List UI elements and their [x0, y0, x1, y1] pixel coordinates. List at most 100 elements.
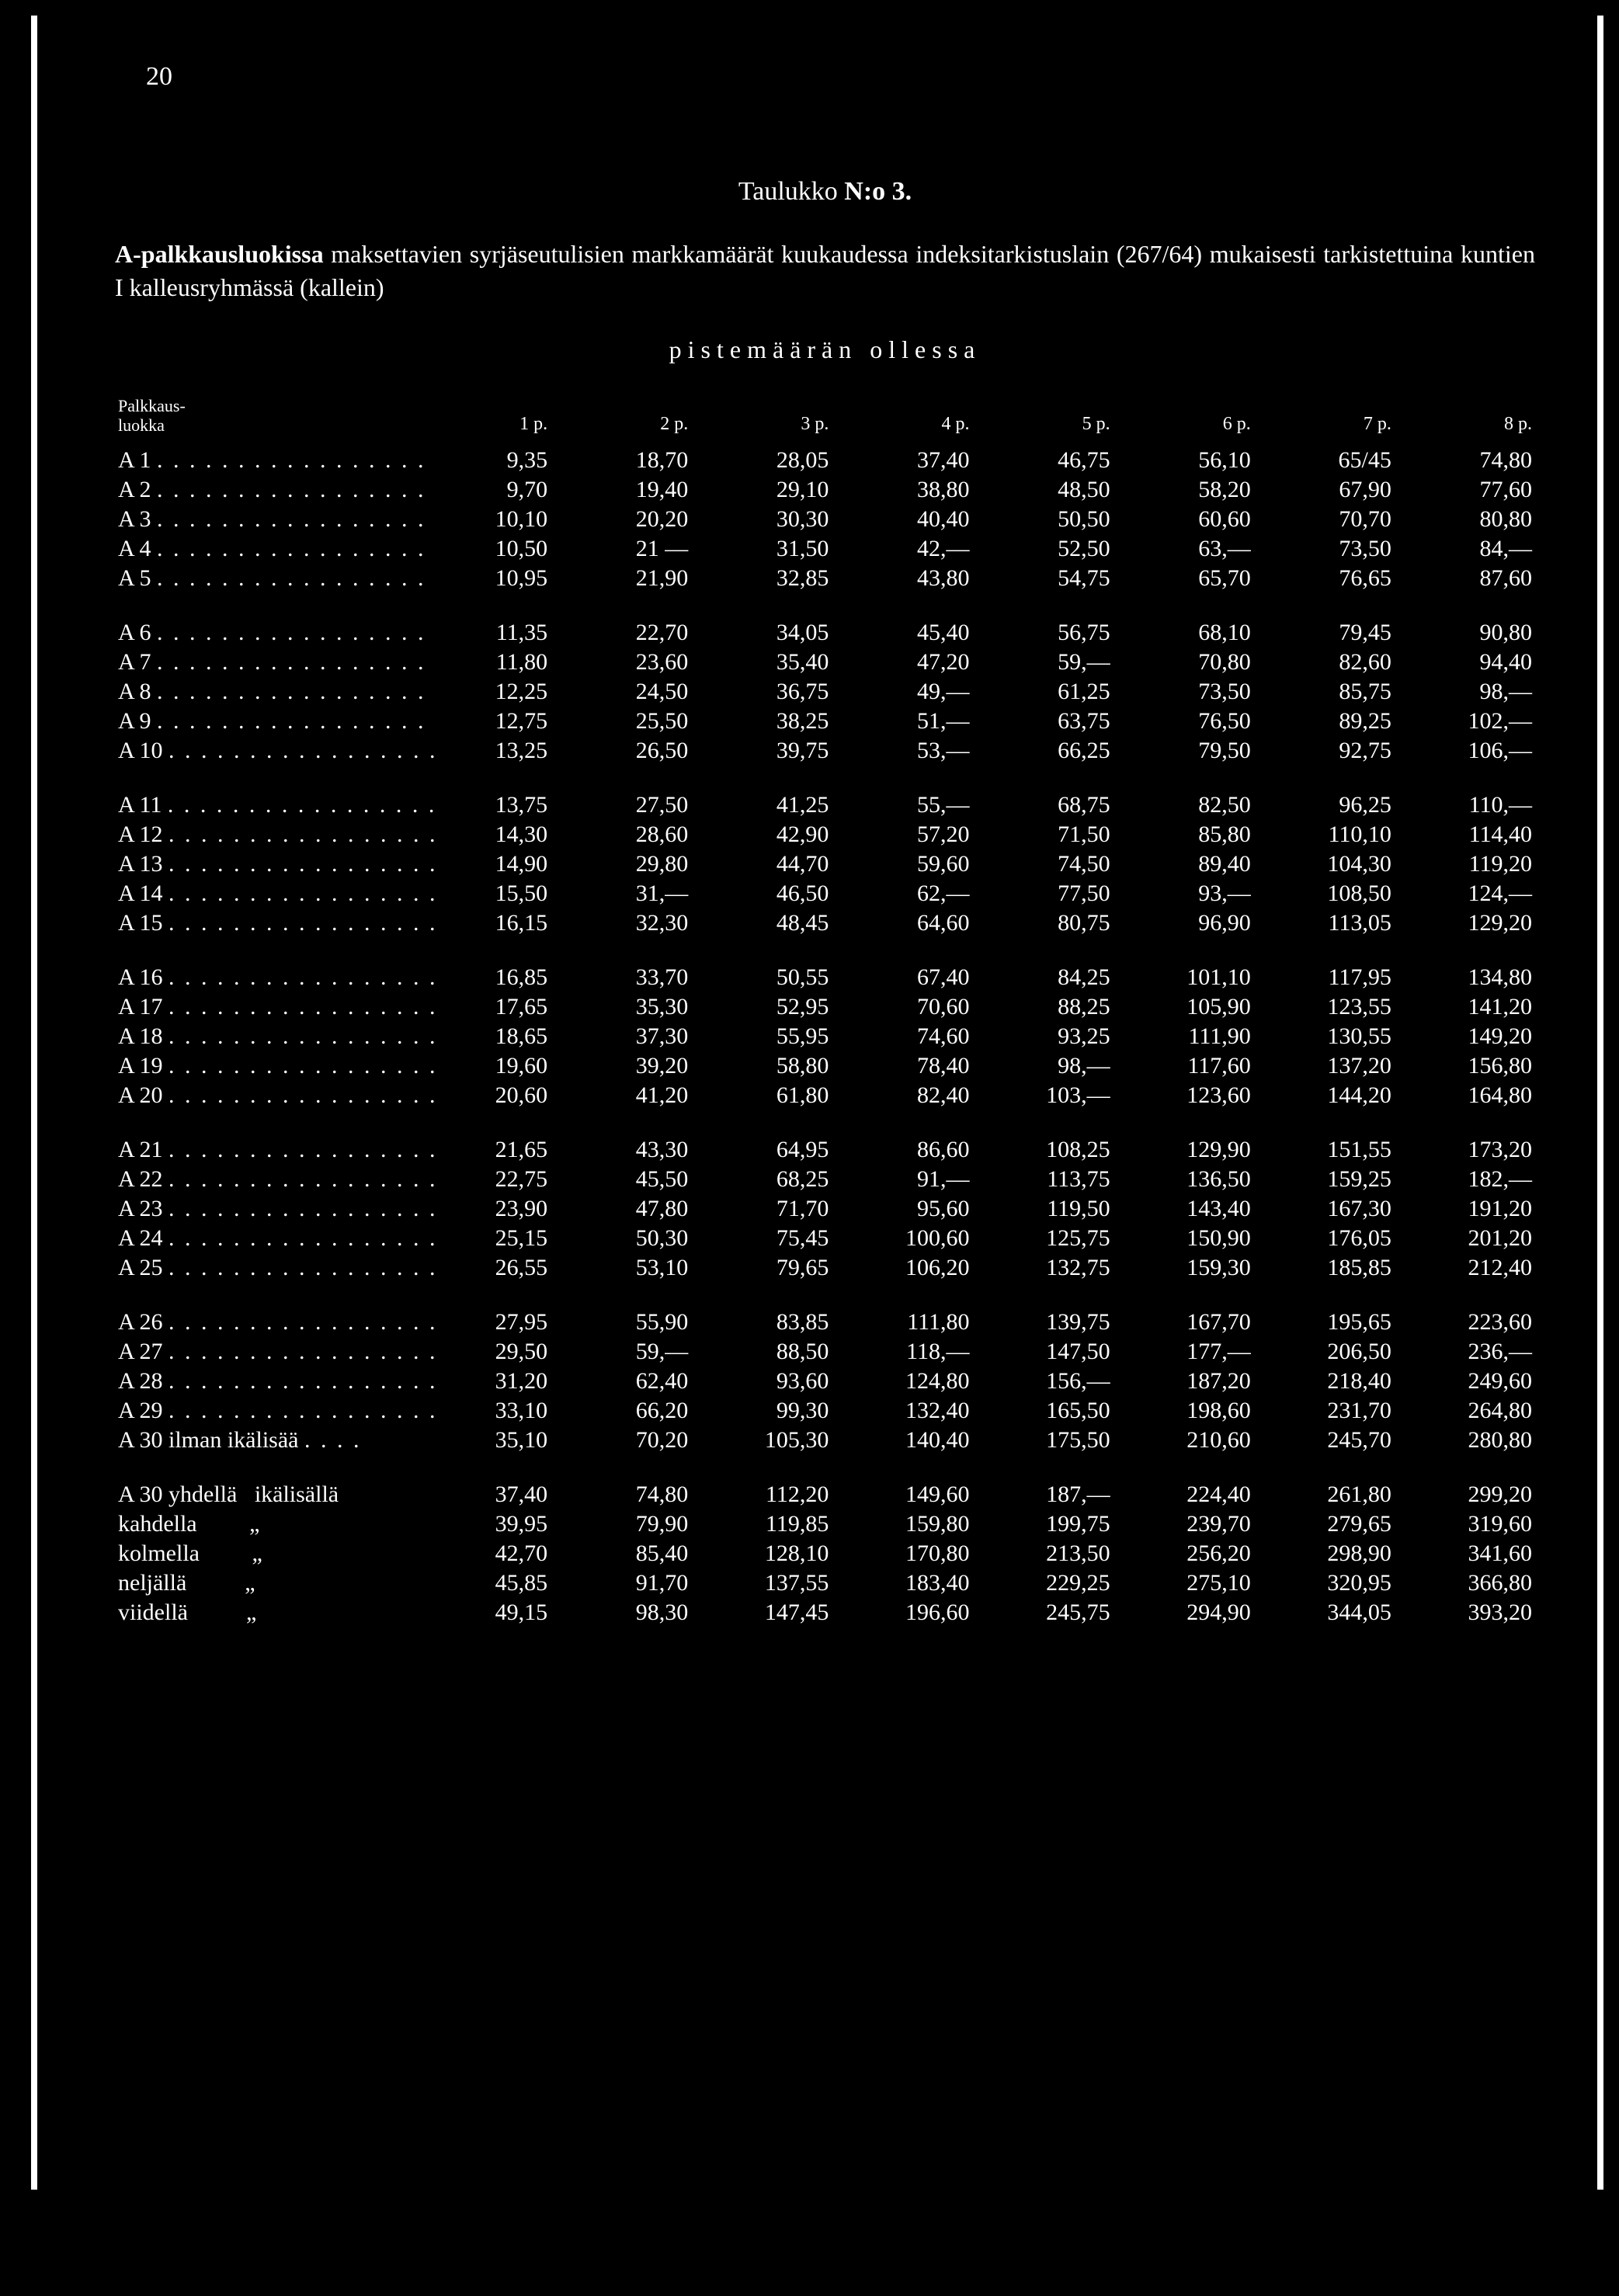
row-label-cell: A 27 . . . . . . . . . . . . . . . . .: [115, 1337, 410, 1367]
table-cell: 68,75: [973, 766, 1113, 820]
table-cell: 159,25: [1254, 1165, 1395, 1194]
table-cell: 65/45: [1254, 446, 1395, 475]
table-cell: 132,75: [973, 1253, 1113, 1283]
table-cell: 63,—: [1113, 534, 1254, 564]
table-cell: 21 —: [551, 534, 691, 564]
table-cell: 78,40: [832, 1051, 972, 1081]
table-cell: 24,50: [551, 677, 691, 707]
table-row: A 23 . . . . . . . . . . . . . . . . .23…: [115, 1194, 1535, 1224]
table-cell: 130,55: [1254, 1022, 1395, 1051]
table-cell: 80,75: [973, 908, 1113, 938]
row-label-cell: viidellä „: [115, 1598, 410, 1627]
table-cell: 129,20: [1395, 908, 1535, 938]
table-cell: 91,—: [832, 1165, 972, 1194]
intro-paragraph: A-palkkausluokissa maksettavien syrjäseu…: [115, 238, 1535, 304]
table-row: A 3 . . . . . . . . . . . . . . . . .10,…: [115, 505, 1535, 534]
table-cell: 101,10: [1113, 938, 1254, 992]
table-cell: 149,60: [832, 1455, 972, 1509]
table-cell: 39,20: [551, 1051, 691, 1081]
row-label-cell: A 21 . . . . . . . . . . . . . . . . .: [115, 1110, 410, 1165]
table-cell: 167,30: [1254, 1194, 1395, 1224]
col-header-8: 8 p.: [1395, 395, 1535, 445]
table-row: A 20 . . . . . . . . . . . . . . . . .20…: [115, 1081, 1535, 1110]
table-cell: 129,90: [1113, 1110, 1254, 1165]
table-row: A 10 . . . . . . . . . . . . . . . . .13…: [115, 736, 1535, 766]
col-header-7: 7 p.: [1254, 395, 1395, 445]
table-cell: 195,65: [1254, 1283, 1395, 1337]
table-cell: 67,90: [1254, 475, 1395, 505]
table-cell: 119,50: [973, 1194, 1113, 1224]
table-cell: 319,60: [1395, 1509, 1535, 1539]
table-row: kolmella „ 42,7085,40128,10170,80213,502…: [115, 1539, 1535, 1568]
table-row: A 4 . . . . . . . . . . . . . . . . .10,…: [115, 534, 1535, 564]
table-cell: 140,40: [832, 1426, 972, 1455]
table-cell: 134,80: [1395, 938, 1535, 992]
table-cell: 108,50: [1254, 879, 1395, 908]
table-cell: 105,90: [1113, 992, 1254, 1022]
table-cell: 22,70: [551, 593, 691, 648]
table-row: viidellä „ 49,1598,30147,45196,60245,752…: [115, 1598, 1535, 1627]
table-cell: 76,50: [1113, 707, 1254, 736]
table-cell: 42,—: [832, 534, 972, 564]
table-cell: 35,30: [551, 992, 691, 1022]
table-cell: 34,05: [691, 593, 832, 648]
table-cell: 105,30: [691, 1426, 832, 1455]
table-cell: 52,95: [691, 992, 832, 1022]
table-cell: 86,60: [832, 1110, 972, 1165]
col-header-1: 1 p.: [410, 395, 551, 445]
table-cell: 106,20: [832, 1253, 972, 1283]
table-cell: 89,40: [1113, 849, 1254, 879]
table-cell: 51,—: [832, 707, 972, 736]
table-cell: 18,70: [551, 446, 691, 475]
table-cell: 143,40: [1113, 1194, 1254, 1224]
row-label-cell: A 18 . . . . . . . . . . . . . . . . .: [115, 1022, 410, 1051]
table-cell: 75,45: [691, 1224, 832, 1253]
table-cell: 191,20: [1395, 1194, 1535, 1224]
table-cell: 176,05: [1254, 1224, 1395, 1253]
table-cell: 45,40: [832, 593, 972, 648]
table-cell: 177,—: [1113, 1337, 1254, 1367]
table-cell: 32,30: [551, 908, 691, 938]
table-cell: 68,25: [691, 1165, 832, 1194]
table-cell: 19,40: [551, 475, 691, 505]
table-cell: 173,20: [1395, 1110, 1535, 1165]
table-title: Taulukko N:o 3.: [115, 177, 1535, 207]
table-cell: 79,90: [551, 1509, 691, 1539]
table-cell: 139,75: [973, 1283, 1113, 1337]
table-cell: 144,20: [1254, 1081, 1395, 1110]
table-row: A 15 . . . . . . . . . . . . . . . . .16…: [115, 908, 1535, 938]
table-cell: 103,—: [973, 1081, 1113, 1110]
table-cell: 55,95: [691, 1022, 832, 1051]
table-row: A 25 . . . . . . . . . . . . . . . . .26…: [115, 1253, 1535, 1283]
table-cell: 196,60: [832, 1598, 972, 1627]
table-cell: 88,25: [973, 992, 1113, 1022]
table-cell: 206,50: [1254, 1337, 1395, 1367]
table-cell: 88,50: [691, 1337, 832, 1367]
table-cell: 41,20: [551, 1081, 691, 1110]
table-cell: 210,60: [1113, 1426, 1254, 1455]
table-cell: 74,80: [1395, 446, 1535, 475]
table-row: A 19 . . . . . . . . . . . . . . . . .19…: [115, 1051, 1535, 1081]
table-cell: 84,25: [973, 938, 1113, 992]
table-cell: 156,—: [973, 1367, 1113, 1396]
table-cell: 73,50: [1254, 534, 1395, 564]
table-cell: 79,65: [691, 1253, 832, 1283]
table-cell: 56,75: [973, 593, 1113, 648]
table-row: A 2 . . . . . . . . . . . . . . . . .9,7…: [115, 475, 1535, 505]
row-label-cell: A 30 yhdellä ikälisällä: [115, 1455, 410, 1509]
table-cell: 213,50: [973, 1539, 1113, 1568]
table-cell: 50,30: [551, 1224, 691, 1253]
table-cell: 111,90: [1113, 1022, 1254, 1051]
table-cell: 124,80: [832, 1367, 972, 1396]
page-number: 20: [146, 62, 1535, 92]
row-label-cell: A 12 . . . . . . . . . . . . . . . . .: [115, 820, 410, 849]
table-cell: 50,50: [973, 505, 1113, 534]
table-row: A 6 . . . . . . . . . . . . . . . . .11,…: [115, 593, 1535, 648]
table-cell: 41,25: [691, 766, 832, 820]
table-cell: 231,70: [1254, 1396, 1395, 1426]
table-cell: 61,80: [691, 1081, 832, 1110]
table-cell: 89,25: [1254, 707, 1395, 736]
row-label-cell: A 23 . . . . . . . . . . . . . . . . .: [115, 1194, 410, 1224]
table-cell: 76,65: [1254, 564, 1395, 593]
table-cell: 85,40: [551, 1539, 691, 1568]
